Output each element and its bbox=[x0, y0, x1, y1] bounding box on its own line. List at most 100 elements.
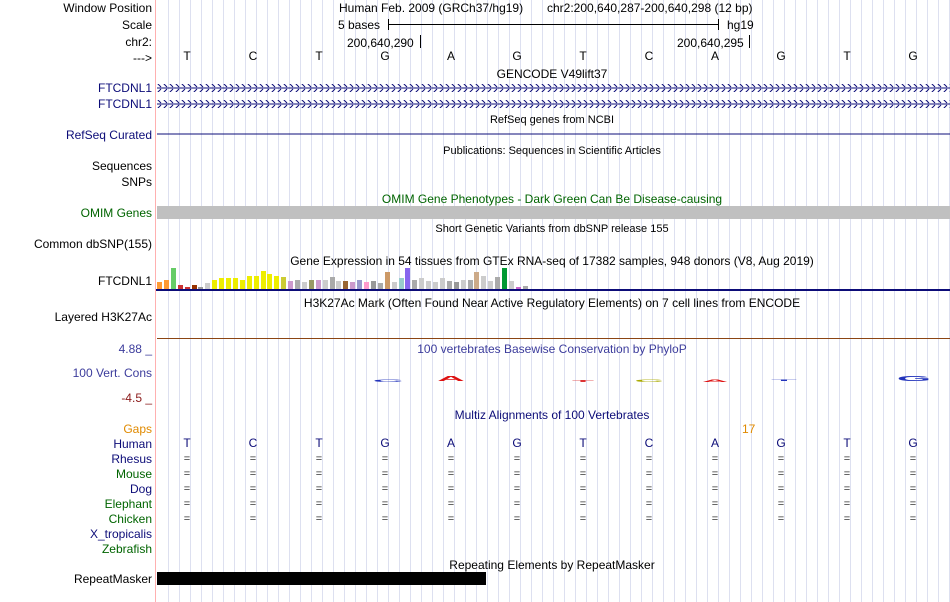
gtex-tissue-bar[interactable] bbox=[226, 278, 231, 289]
gtex-tissue-bar[interactable] bbox=[377, 283, 383, 289]
alignment-match: = bbox=[777, 468, 785, 480]
gtex-tissue-bar[interactable] bbox=[391, 282, 397, 289]
h3k27ac-label[interactable]: Layered H3K27Ac bbox=[54, 310, 152, 324]
gtex-tissue-bar[interactable] bbox=[446, 281, 452, 289]
gtex-tissue-bar[interactable] bbox=[322, 280, 328, 289]
gtex-tissue-bar[interactable] bbox=[370, 281, 376, 289]
species-label[interactable]: Zebrafish bbox=[101, 542, 152, 556]
gtex-tissue-bar[interactable] bbox=[198, 287, 204, 289]
gtex-tissue-bar[interactable] bbox=[502, 268, 507, 289]
gtex-label[interactable]: FTCDNL1 bbox=[97, 274, 152, 288]
grid-line bbox=[278, 0, 279, 602]
grid-line bbox=[531, 0, 532, 602]
scale-db: hg19 bbox=[727, 18, 754, 32]
gtex-tissue-bar[interactable] bbox=[474, 272, 480, 289]
snps-label[interactable]: SNPs bbox=[121, 175, 152, 189]
gtex-tissue-bar[interactable] bbox=[426, 281, 432, 289]
gtex-tissue-bar[interactable] bbox=[336, 281, 342, 289]
gtex-tissue-bar[interactable] bbox=[522, 286, 528, 289]
human-base: G bbox=[512, 436, 522, 450]
omim-bar[interactable] bbox=[157, 206, 950, 219]
gtex-tissue-bar[interactable] bbox=[357, 280, 363, 289]
repeatmasker-label[interactable]: RepeatMasker bbox=[73, 572, 152, 586]
gtex-tissue-bar[interactable] bbox=[281, 277, 287, 289]
gtex-tissue-bar[interactable] bbox=[219, 278, 225, 289]
gtex-tissue-bar[interactable] bbox=[467, 280, 473, 289]
species-label[interactable]: Elephant bbox=[104, 497, 152, 511]
species-label[interactable]: X_tropicalis bbox=[89, 527, 152, 541]
alignment-match: = bbox=[579, 468, 587, 480]
gtex-tissue-bar[interactable] bbox=[212, 280, 218, 289]
grid-line bbox=[630, 0, 631, 602]
species-label[interactable]: Mouse bbox=[115, 467, 152, 481]
gtex-tissue-bar[interactable] bbox=[419, 278, 425, 289]
grid-line bbox=[718, 0, 719, 602]
gtex-tissue-bar[interactable] bbox=[260, 271, 266, 289]
gtex-tissue-bar[interactable] bbox=[239, 280, 245, 289]
alignment-match: = bbox=[843, 483, 851, 495]
repeatmasker-element[interactable] bbox=[157, 572, 486, 585]
cons-logo-7: G bbox=[897, 374, 931, 383]
gtex-tissue-bar[interactable] bbox=[460, 280, 466, 289]
gtex-tissue-bar[interactable] bbox=[246, 276, 252, 289]
gtex-tissue-bar[interactable] bbox=[301, 282, 307, 289]
gtex-tissue-bar[interactable] bbox=[205, 283, 211, 289]
alignment-match: = bbox=[249, 453, 257, 465]
grid-line bbox=[289, 0, 290, 602]
gtex-tissue-bar[interactable] bbox=[405, 268, 411, 289]
gtex-tissue-bar[interactable] bbox=[267, 274, 273, 289]
alignment-match: = bbox=[645, 513, 653, 525]
gtex-tissue-bar[interactable] bbox=[253, 276, 259, 289]
species-label[interactable]: Dog bbox=[129, 482, 152, 496]
alignment-match: = bbox=[315, 453, 323, 465]
gtex-tissue-bar[interactable] bbox=[163, 280, 169, 289]
gtex-tissue-bar[interactable] bbox=[315, 280, 321, 289]
human-base: G bbox=[776, 436, 786, 450]
refseq-label[interactable]: RefSeq Curated bbox=[65, 128, 152, 142]
gtex-tissue-bar[interactable] bbox=[384, 272, 390, 289]
gtex-tissue-bar[interactable] bbox=[364, 282, 369, 289]
gtex-tissue-bar[interactable] bbox=[433, 282, 438, 289]
gtex-tissue-bar[interactable] bbox=[515, 287, 521, 289]
ruler-base: C bbox=[248, 49, 258, 63]
species-label[interactable]: Rhesus bbox=[111, 452, 152, 466]
gtex-tissue-bar[interactable] bbox=[288, 281, 294, 289]
gtex-tissue-bar[interactable] bbox=[481, 276, 487, 289]
human-label[interactable]: Human bbox=[113, 437, 152, 451]
publications-label[interactable]: Sequences bbox=[91, 159, 152, 173]
dbsnp-label[interactable]: Common dbSNP(155) bbox=[33, 237, 152, 251]
gtex-bar-chart[interactable] bbox=[157, 267, 537, 289]
gtex-tissue-bar[interactable] bbox=[398, 278, 404, 289]
omim-label[interactable]: OMIM Genes bbox=[80, 206, 152, 220]
gtex-tissue-bar[interactable] bbox=[274, 276, 280, 289]
alignment-match: = bbox=[381, 453, 389, 465]
gencode-gene-1[interactable]: FTCDNL1 bbox=[97, 81, 152, 95]
gtex-tissue-bar[interactable] bbox=[343, 281, 349, 289]
gtex-tissue-bar[interactable] bbox=[295, 280, 300, 289]
human-base: C bbox=[248, 436, 258, 450]
gtex-tissue-bar[interactable] bbox=[170, 268, 176, 289]
gtex-tissue-bar[interactable] bbox=[184, 287, 190, 289]
gtex-tissue-bar[interactable] bbox=[329, 277, 335, 289]
alignment-match: = bbox=[909, 513, 917, 525]
gencode-gene-2[interactable]: FTCDNL1 bbox=[97, 97, 152, 111]
grid-line bbox=[234, 0, 235, 602]
gtex-tissue-bar[interactable] bbox=[232, 278, 238, 289]
alignment-match: = bbox=[909, 483, 917, 495]
gtex-tissue-bar[interactable] bbox=[508, 281, 514, 289]
gaps-label[interactable]: Gaps bbox=[123, 422, 152, 436]
species-label[interactable]: Chicken bbox=[108, 512, 152, 526]
gtex-tissue-bar[interactable] bbox=[350, 282, 356, 289]
conservation-label[interactable]: 100 Vert. Cons bbox=[72, 366, 152, 380]
gtex-tissue-bar[interactable] bbox=[177, 285, 183, 289]
gtex-tissue-bar[interactable] bbox=[308, 280, 314, 289]
gtex-tissue-bar[interactable] bbox=[157, 282, 162, 289]
gtex-tissue-bar[interactable] bbox=[488, 281, 494, 289]
gtex-tissue-bar[interactable] bbox=[439, 278, 445, 289]
gtex-tissue-bar[interactable] bbox=[495, 277, 501, 289]
gtex-tissue-bar[interactable] bbox=[453, 282, 459, 289]
grid-line bbox=[201, 0, 202, 602]
gtex-tissue-bar[interactable] bbox=[191, 285, 197, 289]
alignment-match: = bbox=[843, 453, 851, 465]
gtex-tissue-bar[interactable] bbox=[412, 280, 418, 289]
